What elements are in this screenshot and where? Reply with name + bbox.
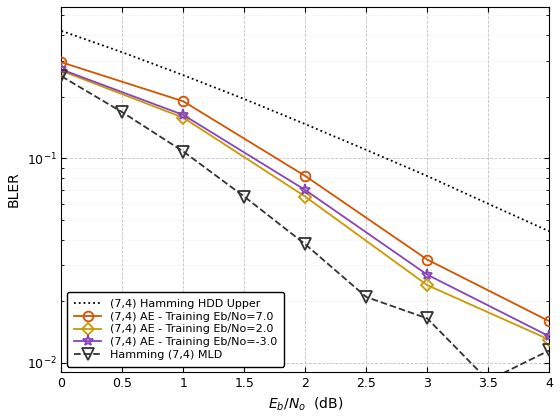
(7,4) AE - Training Eb/No=7.0: [58, 60, 65, 65]
(7,4) AE - Training Eb/No=-3.0: [302, 187, 309, 192]
Hamming (7,4) MLD: [302, 242, 309, 247]
Hamming (7,4) MLD: [485, 378, 492, 383]
(7,4) Hamming HDD Upper: [546, 229, 553, 234]
Hamming (7,4) MLD: [363, 294, 370, 299]
(7,4) Hamming HDD Upper: [58, 29, 65, 34]
(7,4) AE - Training Eb/No=7.0: [424, 257, 431, 262]
Legend: (7,4) Hamming HDD Upper, (7,4) AE - Training Eb/No=7.0, (7,4) AE - Training Eb/N: (7,4) Hamming HDD Upper, (7,4) AE - Trai…: [67, 292, 284, 367]
(7,4) AE - Training Eb/No=-3.0: [424, 272, 431, 277]
(7,4) Hamming HDD Upper: [485, 201, 492, 206]
(7,4) AE - Training Eb/No=-3.0: [180, 113, 186, 118]
X-axis label: $E_b/N_o$  (dB): $E_b/N_o$ (dB): [268, 396, 343, 413]
Hamming (7,4) MLD: [241, 194, 248, 199]
Y-axis label: BLER: BLER: [7, 172, 21, 207]
(7,4) AE - Training Eb/No=-3.0: [58, 67, 65, 72]
(7,4) AE - Training Eb/No=2.0: [424, 283, 431, 288]
(7,4) Hamming HDD Upper: [180, 73, 186, 78]
(7,4) AE - Training Eb/No=2.0: [58, 68, 65, 74]
(7,4) Hamming HDD Upper: [363, 147, 370, 152]
(7,4) AE - Training Eb/No=2.0: [302, 194, 309, 199]
(7,4) AE - Training Eb/No=-3.0: [546, 334, 553, 339]
Line: (7,4) AE - Training Eb/No=7.0: (7,4) AE - Training Eb/No=7.0: [57, 58, 554, 326]
(7,4) Hamming HDD Upper: [119, 50, 126, 55]
(7,4) Hamming HDD Upper: [424, 173, 431, 178]
(7,4) AE - Training Eb/No=2.0: [546, 337, 553, 342]
Line: (7,4) Hamming HDD Upper: (7,4) Hamming HDD Upper: [62, 31, 549, 231]
Line: (7,4) AE - Training Eb/No=-3.0: (7,4) AE - Training Eb/No=-3.0: [56, 64, 554, 342]
Hamming (7,4) MLD: [180, 149, 186, 154]
(7,4) AE - Training Eb/No=7.0: [180, 99, 186, 104]
(7,4) Hamming HDD Upper: [302, 122, 309, 127]
Hamming (7,4) MLD: [119, 110, 126, 115]
(7,4) AE - Training Eb/No=7.0: [302, 173, 309, 178]
Hamming (7,4) MLD: [546, 348, 553, 353]
Hamming (7,4) MLD: [58, 74, 65, 79]
Line: Hamming (7,4) MLD: Hamming (7,4) MLD: [56, 71, 554, 386]
(7,4) AE - Training Eb/No=7.0: [546, 319, 553, 324]
(7,4) AE - Training Eb/No=2.0: [180, 115, 186, 120]
Line: (7,4) AE - Training Eb/No=2.0: (7,4) AE - Training Eb/No=2.0: [57, 67, 553, 344]
(7,4) Hamming HDD Upper: [241, 97, 248, 102]
Hamming (7,4) MLD: [424, 316, 431, 321]
